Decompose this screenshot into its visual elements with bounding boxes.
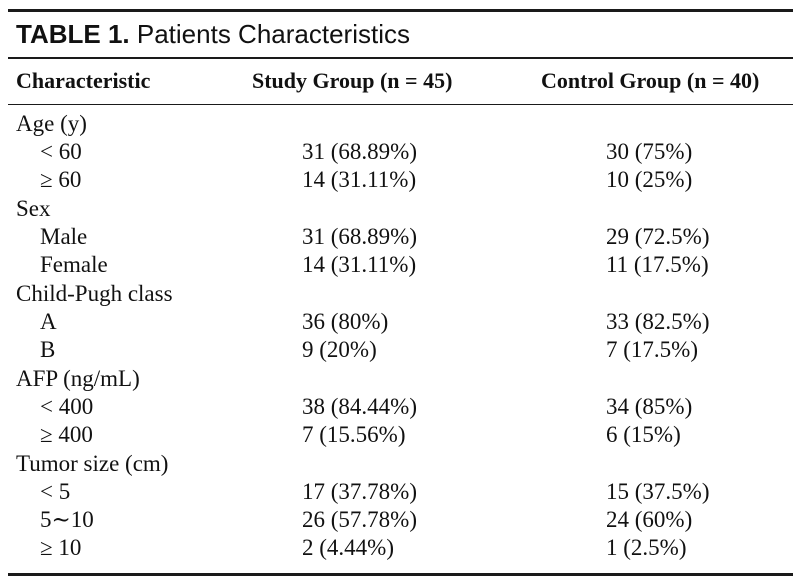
control-value: 29 (72.5%) <box>606 224 710 249</box>
row-label: < 60 <box>40 139 82 164</box>
row-label: B <box>40 337 56 362</box>
table-row: ≥ 60 14 (31.11%) 10 (25%) <box>0 166 801 194</box>
study-value: 17 (37.78%) <box>302 479 417 504</box>
row-label: AFP (ng/mL) <box>16 366 140 391</box>
row-label: A <box>40 309 57 334</box>
table-header: Characteristic Study Group (n = 45) Cont… <box>0 64 801 98</box>
header-control-group: Control Group (n = 40) <box>541 68 760 93</box>
table-row: < 60 31 (68.89%) 30 (75%) <box>0 138 801 166</box>
table-row-group: Age (y) <box>0 110 801 138</box>
row-label: Male <box>40 224 88 249</box>
caption-title: Patients Characteristics <box>136 19 410 49</box>
control-value: 34 (85%) <box>606 394 693 419</box>
study-value: 31 (68.89%) <box>302 139 417 164</box>
table-row-group: Sex <box>0 195 801 223</box>
row-label: ≥ 60 <box>40 167 82 192</box>
table-row: < 5 17 (37.78%) 15 (37.5%) <box>0 478 801 506</box>
table-row: ≥ 10 2 (4.44%) 1 (2.5%) <box>0 534 801 562</box>
control-value: 6 (15%) <box>606 422 681 447</box>
row-label: ≥ 10 <box>40 535 82 560</box>
header-characteristic: Characteristic <box>16 68 151 93</box>
study-value: 9 (20%) <box>302 337 377 362</box>
top-rule <box>8 9 793 12</box>
table-row: A 36 (80%) 33 (82.5%) <box>0 308 801 336</box>
caption-label: TABLE 1. <box>16 19 130 49</box>
row-label: < 5 <box>40 479 71 504</box>
bottom-rule <box>8 573 793 576</box>
row-label: Child-Pugh class <box>16 281 173 306</box>
row-label: < 400 <box>40 394 94 419</box>
row-label: Sex <box>16 196 51 221</box>
table-row-group: Child-Pugh class <box>0 280 801 308</box>
control-value: 1 (2.5%) <box>606 535 687 560</box>
control-value: 11 (17.5%) <box>606 252 709 277</box>
control-value: 15 (37.5%) <box>606 479 710 504</box>
row-label: Female <box>40 252 108 277</box>
row-label: 5∼10 <box>40 507 94 532</box>
table-caption: TABLE 1. Patients Characteristics <box>16 18 410 50</box>
study-value: 14 (31.11%) <box>302 167 417 192</box>
study-value: 14 (31.11%) <box>302 252 417 277</box>
table-row: Male 31 (68.89%) 29 (72.5%) <box>0 223 801 251</box>
table-row-group: Tumor size (cm) <box>0 450 801 478</box>
table-row: 5∼10 26 (57.78%) 24 (60%) <box>0 506 801 534</box>
control-value: 7 (17.5%) <box>606 337 698 362</box>
control-value: 10 (25%) <box>606 167 693 192</box>
study-value: 2 (4.44%) <box>302 535 394 560</box>
table-row: ≥ 400 7 (15.56%) 6 (15%) <box>0 421 801 449</box>
caption-rule <box>8 57 793 59</box>
study-value: 36 (80%) <box>302 309 389 334</box>
table-row: < 400 38 (84.44%) 34 (85%) <box>0 393 801 421</box>
row-label: Age (y) <box>16 111 87 136</box>
control-value: 30 (75%) <box>606 139 693 164</box>
header-rule <box>8 104 793 105</box>
table-row: Female 14 (31.11%) 11 (17.5%) <box>0 251 801 279</box>
table-row-group: AFP (ng/mL) <box>0 365 801 393</box>
control-value: 33 (82.5%) <box>606 309 710 334</box>
header-study-group: Study Group (n = 45) <box>252 68 453 93</box>
study-value: 7 (15.56%) <box>302 422 406 447</box>
table-row: B 9 (20%) 7 (17.5%) <box>0 336 801 364</box>
study-value: 31 (68.89%) <box>302 224 417 249</box>
study-value: 38 (84.44%) <box>302 394 417 419</box>
row-label: ≥ 400 <box>40 422 93 447</box>
study-value: 26 (57.78%) <box>302 507 417 532</box>
row-label: Tumor size (cm) <box>16 451 169 476</box>
control-value: 24 (60%) <box>606 507 693 532</box>
